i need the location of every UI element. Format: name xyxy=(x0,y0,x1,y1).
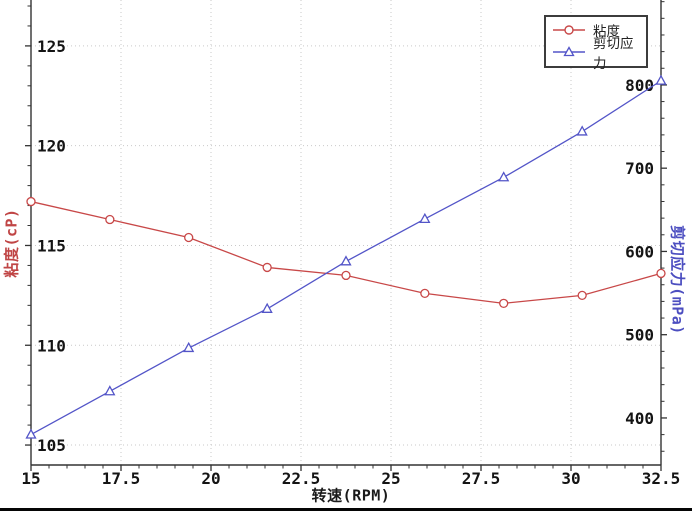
left-y-tick-label: 110 xyxy=(37,336,66,355)
legend: 粘度 剪切应力 xyxy=(544,15,648,72)
data-point-circle-icon xyxy=(499,298,509,308)
data-point-triangle-icon xyxy=(655,74,667,85)
legend-label-viscosity: 粘度 xyxy=(593,24,620,40)
gridlines xyxy=(31,0,661,465)
right-y-tick-label: 500 xyxy=(625,326,654,345)
data-point-triangle-icon xyxy=(498,171,510,182)
left-y-tick-label: 120 xyxy=(37,137,66,156)
tick-labels: 15 17.5 20 22.5 25 27.5 30 32.5 105 110 115 120 125 4… xyxy=(21,37,680,488)
x-tick-label: 22.5 xyxy=(282,469,321,488)
series-viscosity xyxy=(26,196,666,308)
x-tick-label: 15 xyxy=(21,469,40,488)
x-tick-label: 30 xyxy=(561,469,580,488)
data-point-triangle-icon xyxy=(261,302,273,313)
x-tick-label: 25 xyxy=(381,469,400,488)
data-point-triangle-icon xyxy=(104,385,116,396)
data-point-circle-icon xyxy=(656,268,666,279)
right-y-tick-label: 800 xyxy=(625,76,654,95)
data-point-circle-icon xyxy=(26,196,36,207)
right-y-tick-label: 600 xyxy=(625,242,654,261)
data-point-triangle-icon xyxy=(576,125,588,136)
data-point-circle-icon xyxy=(262,262,272,273)
legend-item-shear-stress: 剪切应力 xyxy=(552,36,640,72)
x-tick-label: 17.5 xyxy=(102,469,141,488)
data-point-circle-icon xyxy=(105,214,115,225)
left-y-tick-label: 105 xyxy=(37,436,66,455)
series-line xyxy=(30,200,662,305)
legend-item-viscosity: 粘度 xyxy=(552,20,640,40)
data-point-triangle-icon xyxy=(183,341,195,353)
data-point-triangle-icon xyxy=(25,428,37,439)
data-point-circle-icon xyxy=(577,290,587,301)
x-tick-label: 32.5 xyxy=(642,469,681,488)
left-y-tick-label: 115 xyxy=(37,236,66,255)
data-point-triangle-icon xyxy=(340,255,352,266)
x-tick-label: 20 xyxy=(201,469,220,488)
data-point-circle-icon xyxy=(420,288,430,299)
left-y-axis-label: 粘度(cP) xyxy=(2,208,21,278)
data-point-circle-icon xyxy=(184,232,194,243)
series-shear-stress xyxy=(25,74,667,439)
data-point-circle-icon xyxy=(341,270,351,281)
x-tick-label: 27.5 xyxy=(462,469,501,488)
shear-stress-marker-icon xyxy=(552,43,586,62)
left-y-tick-label: 125 xyxy=(37,37,66,56)
ticks xyxy=(25,1,667,471)
data-point-triangle-icon xyxy=(419,212,431,224)
right-y-tick-label: 400 xyxy=(625,409,654,428)
axes-spines xyxy=(30,0,662,466)
bottom-border-bar xyxy=(0,508,692,511)
viscosity-marker-icon xyxy=(552,21,586,40)
right-y-tick-label: 700 xyxy=(625,159,654,178)
x-axis-label: 转速(RPM) xyxy=(311,486,391,505)
right-y-axis-label: 剪切应力(mPa) xyxy=(668,225,687,335)
legend-label-shear-stress: 剪切应力 xyxy=(593,36,634,72)
